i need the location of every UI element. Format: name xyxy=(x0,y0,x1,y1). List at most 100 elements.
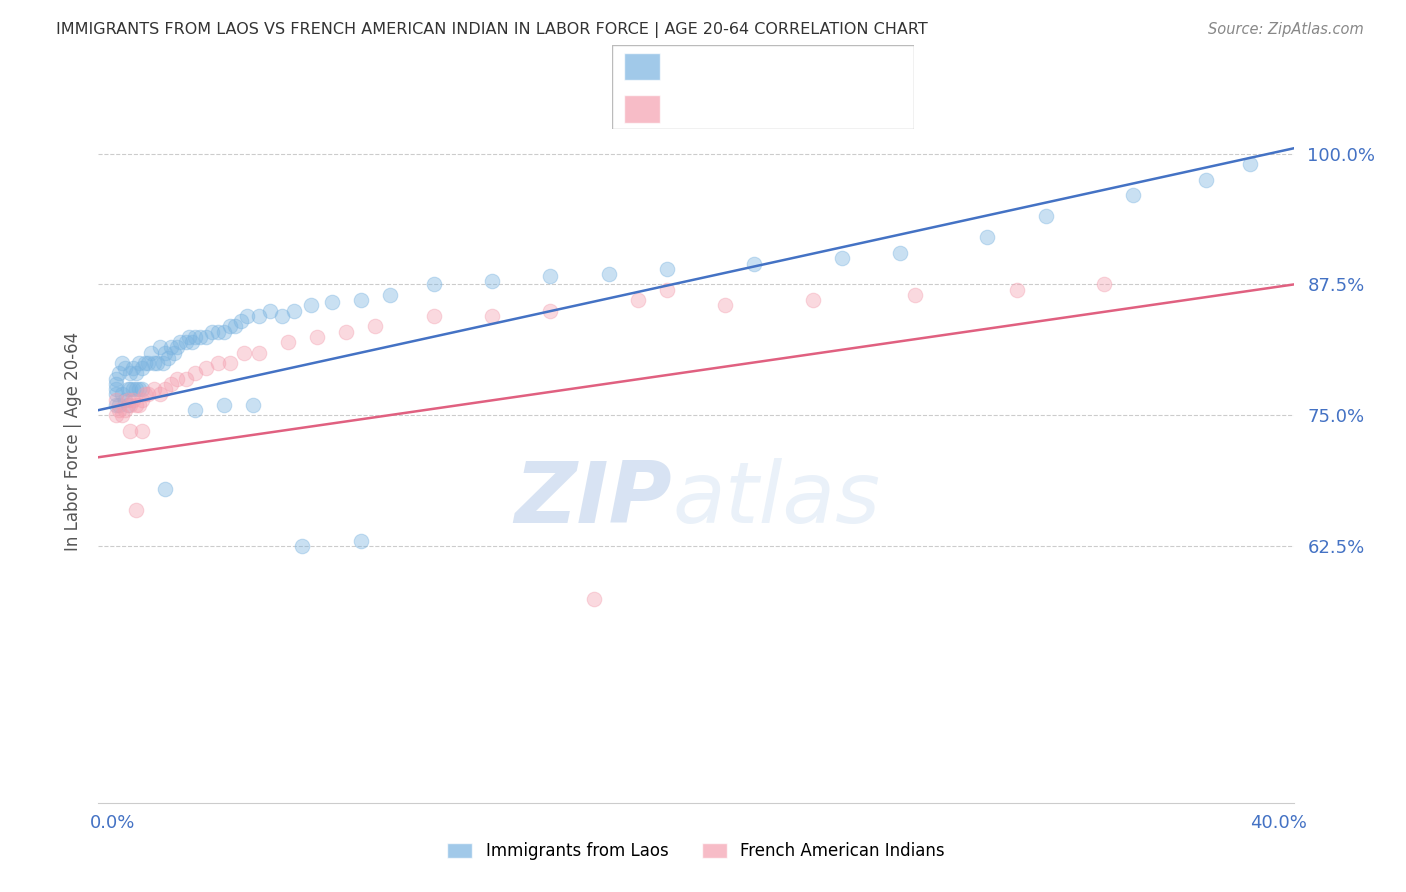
Point xyxy=(1122,188,1144,202)
Point xyxy=(195,330,218,344)
Text: IMMIGRANTS FROM LAOS VS FRENCH AMERICAN INDIAN IN LABOR FORCE | AGE 20-64 CORREL: IMMIGRANTS FROM LAOS VS FRENCH AMERICAN … xyxy=(56,22,928,38)
Point xyxy=(104,376,127,391)
Point xyxy=(231,314,253,328)
Point xyxy=(1005,283,1028,297)
Point xyxy=(190,330,212,344)
Point xyxy=(163,345,186,359)
Point xyxy=(134,387,156,401)
Point xyxy=(183,330,205,344)
Point xyxy=(422,277,444,292)
Point xyxy=(350,534,373,549)
Point xyxy=(207,325,229,339)
Point xyxy=(801,293,824,308)
Point xyxy=(142,382,165,396)
Point xyxy=(145,356,167,370)
Point xyxy=(1092,277,1115,292)
FancyBboxPatch shape xyxy=(624,95,659,122)
Point xyxy=(155,345,177,359)
Y-axis label: In Labor Force | Age 20-64: In Labor Force | Age 20-64 xyxy=(63,332,82,551)
Point xyxy=(218,319,240,334)
Point xyxy=(160,376,183,391)
Point xyxy=(212,325,235,339)
Point xyxy=(538,303,561,318)
Text: R = 0.305: R = 0.305 xyxy=(672,100,762,119)
Point xyxy=(305,330,328,344)
Point xyxy=(831,252,853,266)
Point xyxy=(111,387,134,401)
Point xyxy=(111,356,134,370)
Point xyxy=(128,382,150,396)
FancyBboxPatch shape xyxy=(612,45,914,129)
Point xyxy=(139,345,162,359)
Point xyxy=(742,256,765,270)
Point xyxy=(169,334,191,349)
Point xyxy=(481,274,503,288)
Point xyxy=(117,382,139,396)
Point xyxy=(108,398,131,412)
Point xyxy=(177,330,200,344)
Point xyxy=(655,283,678,297)
Text: N = 75: N = 75 xyxy=(808,58,872,76)
Point xyxy=(218,356,240,370)
Point xyxy=(242,398,264,412)
Point xyxy=(481,309,503,323)
Point xyxy=(125,367,148,381)
Point xyxy=(160,340,183,354)
Point xyxy=(166,372,188,386)
Point xyxy=(364,319,387,334)
Point xyxy=(889,246,911,260)
Point xyxy=(321,295,343,310)
Point xyxy=(233,345,256,359)
Point xyxy=(1195,173,1218,187)
Point xyxy=(122,392,145,407)
Point xyxy=(149,340,172,354)
Point xyxy=(114,392,136,407)
FancyBboxPatch shape xyxy=(624,54,659,80)
Point xyxy=(291,539,314,553)
Point xyxy=(104,372,127,386)
Point xyxy=(136,356,159,370)
Point xyxy=(122,382,145,396)
Point xyxy=(120,424,142,438)
Point xyxy=(131,361,153,376)
Point xyxy=(224,319,246,334)
Point xyxy=(131,424,153,438)
Point xyxy=(104,392,127,407)
Point xyxy=(104,387,127,401)
Point xyxy=(131,382,153,396)
Point xyxy=(111,409,134,423)
Point xyxy=(120,398,142,412)
Point xyxy=(117,398,139,412)
Point xyxy=(125,398,148,412)
Point xyxy=(120,367,142,381)
Point xyxy=(236,309,259,323)
Point xyxy=(108,367,131,381)
Text: N = 43: N = 43 xyxy=(808,100,872,119)
Point xyxy=(155,382,177,396)
Point xyxy=(655,261,678,276)
Point xyxy=(120,382,142,396)
Point xyxy=(131,392,153,407)
Point xyxy=(247,309,270,323)
Point xyxy=(114,361,136,376)
Point xyxy=(114,403,136,417)
Point xyxy=(142,356,165,370)
Point xyxy=(166,340,188,354)
Text: ZIP: ZIP xyxy=(515,458,672,541)
Point xyxy=(277,334,299,349)
Point xyxy=(212,398,235,412)
Point xyxy=(104,409,127,423)
Point xyxy=(714,298,737,312)
Point xyxy=(259,303,281,318)
Point xyxy=(538,269,561,284)
Point xyxy=(152,356,174,370)
Point xyxy=(155,482,177,496)
Point xyxy=(1035,210,1057,224)
Point xyxy=(976,230,998,244)
Point xyxy=(174,372,197,386)
Point xyxy=(283,303,305,318)
Point xyxy=(136,387,159,401)
Point xyxy=(582,591,605,606)
Point xyxy=(122,361,145,376)
Point xyxy=(104,382,127,396)
